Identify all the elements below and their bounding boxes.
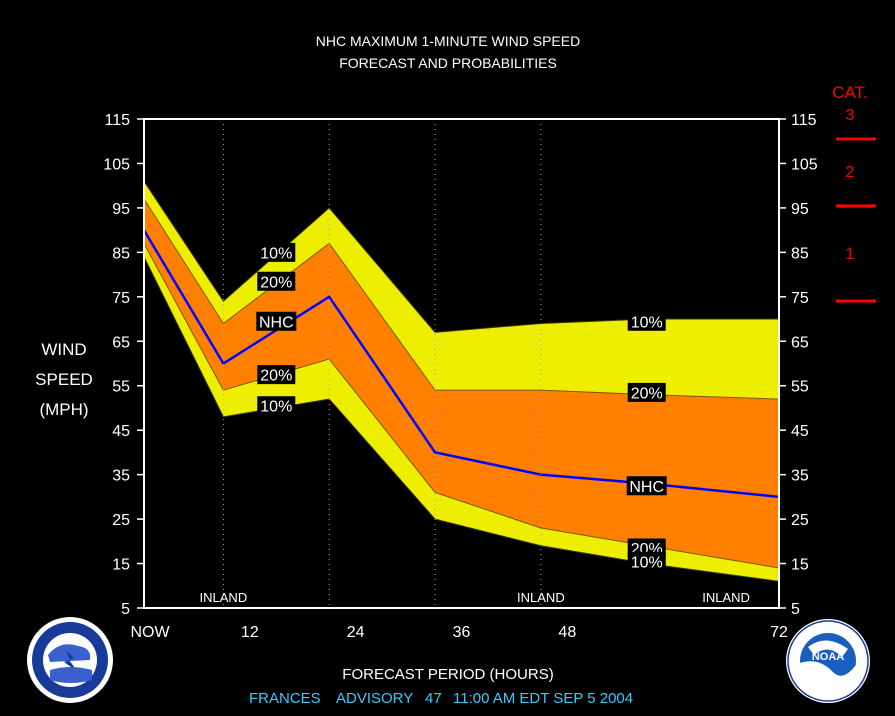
y-tick-label-right: 55 xyxy=(791,379,809,396)
noaa-logo-icon: NOAA xyxy=(786,619,870,703)
series-label: 10% xyxy=(631,554,663,571)
x-tick-label: 72 xyxy=(770,624,788,641)
category-panel: 3 2 1 xyxy=(836,107,876,303)
x-tick-label: 24 xyxy=(347,624,365,641)
advisory-time: 11:00 AM EDT SEP 5 2004 xyxy=(453,690,633,707)
series-label-box xyxy=(627,382,666,402)
series-label: 20% xyxy=(260,274,292,291)
y-tick-label-left: 55 xyxy=(112,379,130,396)
series-label: 10% xyxy=(631,314,663,331)
series-label: 10% xyxy=(260,399,292,416)
series-label: 20% xyxy=(631,385,663,402)
advisory-word: ADVISORY xyxy=(336,690,413,707)
y-tick-label-right: 75 xyxy=(791,290,809,307)
y-tick-label-right: 5 xyxy=(791,601,800,618)
series-label-box xyxy=(257,242,296,262)
y-tick-label-left: 45 xyxy=(112,423,130,440)
y-tick-label-right: 105 xyxy=(791,156,818,173)
plot-frame xyxy=(143,118,780,609)
y-tick-label-left: 5 xyxy=(121,601,130,618)
y-tick-label-right: 95 xyxy=(791,201,809,218)
nws-logo-icon xyxy=(27,617,113,703)
category-label: 3 xyxy=(846,107,855,124)
y-tick-label-right: 25 xyxy=(791,512,809,529)
noaa-logo-text: NOAA xyxy=(812,651,844,663)
y-tick-label-left: 15 xyxy=(112,557,130,574)
y-tick-label-right: 65 xyxy=(791,334,809,351)
y-tick-label-right: 15 xyxy=(791,557,809,574)
y-tick-label-left: 85 xyxy=(112,245,130,262)
y-tick-label-left: 95 xyxy=(112,201,130,218)
series-label-box xyxy=(626,476,667,496)
x-axis-label: FORECAST PERIOD (HOURS) xyxy=(342,666,553,683)
series-label: 20% xyxy=(260,368,292,385)
band-20-percent xyxy=(144,199,779,568)
chart-title-line1: NHC MAXIMUM 1-MINUTE WIND SPEED xyxy=(316,33,580,49)
inland-annotation: INLAND xyxy=(517,590,565,605)
y-axis-label-line3: (MPH) xyxy=(39,400,88,419)
series-label-box xyxy=(627,551,666,571)
x-tick-label: 12 xyxy=(241,624,259,641)
category-label: 2 xyxy=(846,164,855,181)
y-tick-label-left: 115 xyxy=(104,112,130,129)
y-tick-label-left: 75 xyxy=(112,290,130,307)
y-tick-label-left: 65 xyxy=(112,334,130,351)
storm-name: FRANCES xyxy=(249,690,321,707)
series-label: NHC xyxy=(259,314,294,331)
y-tick-label-right: 35 xyxy=(791,468,809,485)
y-tick-label-right: 85 xyxy=(791,245,809,262)
inland-annotation: INLAND xyxy=(200,590,248,605)
y-tick-label-left: 105 xyxy=(103,156,130,173)
inland-annotation: INLAND xyxy=(702,590,750,605)
chart-title-line2: FORECAST AND PROBABILITIES xyxy=(339,55,557,71)
series-label-box xyxy=(627,311,666,331)
advisory-number: 47 xyxy=(425,690,442,707)
x-tick-label: NOW xyxy=(130,624,170,641)
y-axis-label-line1: WIND xyxy=(41,340,86,359)
series-label: NHC xyxy=(629,479,664,496)
series-label-box xyxy=(257,365,296,385)
category-title: CAT. xyxy=(832,83,868,102)
y-tick-label-left: 25 xyxy=(112,512,130,529)
y-tick-label-right: 115 xyxy=(791,112,817,129)
x-tick-label: 36 xyxy=(453,624,471,641)
series-label: 10% xyxy=(260,245,292,262)
y-tick-label-left: 35 xyxy=(112,468,130,485)
series-label-box xyxy=(257,396,296,416)
series-label-box xyxy=(256,311,297,331)
x-tick-label: 48 xyxy=(558,624,576,641)
category-label: 1 xyxy=(846,246,855,263)
y-axis-label-line2: SPEED xyxy=(35,370,93,389)
series-label-box xyxy=(257,271,296,291)
y-tick-label-right: 45 xyxy=(791,423,809,440)
